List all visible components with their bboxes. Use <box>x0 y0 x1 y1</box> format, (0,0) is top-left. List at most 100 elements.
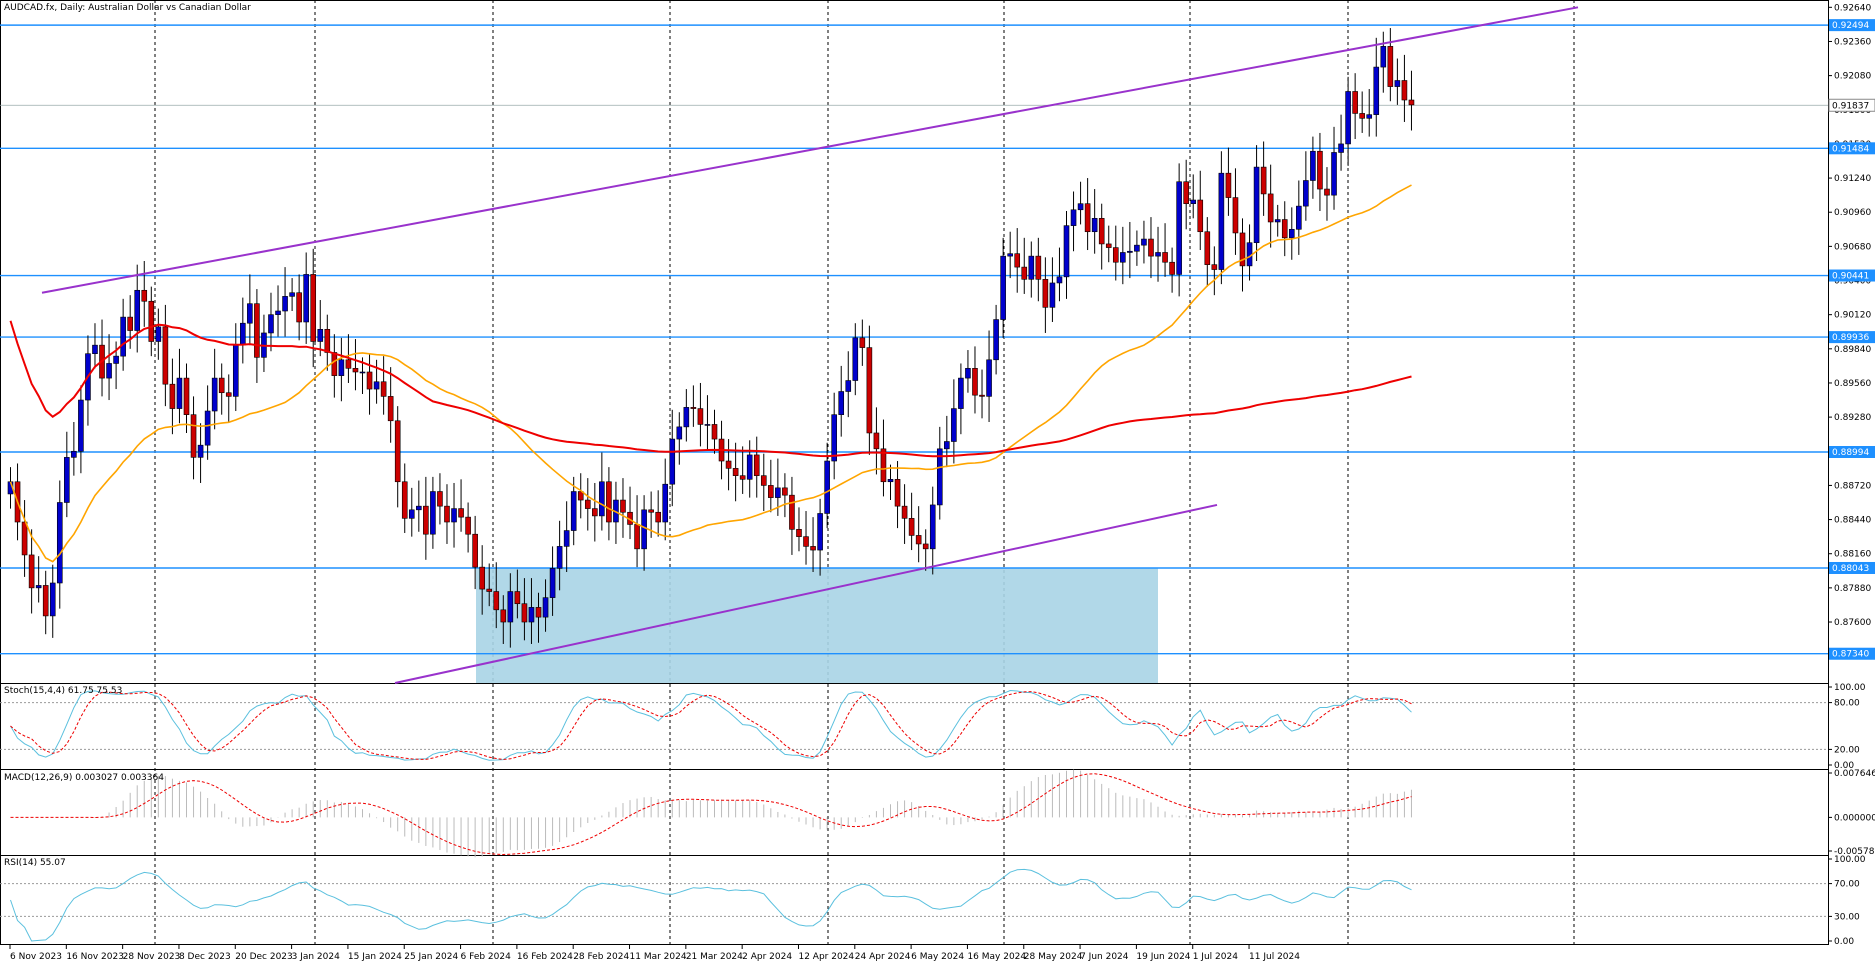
candle-body <box>528 607 535 623</box>
candle-body <box>760 475 767 486</box>
x-tick-label: 11 Jul 2024 <box>1249 952 1300 962</box>
candle-body <box>1155 252 1161 257</box>
candle-body <box>676 426 683 440</box>
candle-body <box>620 499 626 513</box>
candle-body <box>331 352 338 376</box>
candle-body <box>1408 99 1415 106</box>
candle-body <box>1359 113 1365 119</box>
macd-tick-label: 0.007646 <box>1834 769 1875 779</box>
candle-body <box>296 292 302 323</box>
candle-body <box>493 591 500 611</box>
candle-body <box>1105 243 1112 248</box>
candle-body <box>275 310 281 315</box>
price-tick-label: 0.88440 <box>1834 516 1871 526</box>
x-tick-label: 3 Jan 2024 <box>292 952 340 962</box>
level-price-tag <box>1829 269 1875 282</box>
candle-body <box>338 359 345 376</box>
macd-tick-label: 0.000000 <box>1834 813 1875 823</box>
candle-body <box>1162 252 1168 263</box>
candle-body <box>1091 218 1098 233</box>
candle-body <box>352 368 359 373</box>
candle-body <box>430 491 436 535</box>
ma-fast-line <box>9 184 1412 563</box>
candle-body <box>641 509 647 550</box>
candle-body <box>451 508 457 523</box>
candle-body <box>162 326 169 385</box>
candle-body <box>1345 91 1351 145</box>
level-price-tag <box>1829 561 1875 574</box>
chart-title: AUDCAD.fx, Daily: Australian Dollar vs C… <box>4 3 251 13</box>
candle-body <box>310 274 317 342</box>
candle-body <box>359 371 366 374</box>
candle-body <box>169 383 176 409</box>
x-tick-label: 6 Nov 2023 <box>10 952 62 962</box>
candle-body <box>437 491 443 507</box>
candle-body <box>127 316 133 331</box>
macd-label: MACD(12,26,9) 0.003027 0.003364 <box>4 773 164 783</box>
candle-body <box>458 508 464 518</box>
candle-body <box>690 407 697 409</box>
price-tick-label: 0.89840 <box>1834 345 1871 355</box>
x-tick-label: 2 Apr 2024 <box>742 952 792 962</box>
x-tick-label: 15 Jan 2024 <box>348 952 402 962</box>
support-zone <box>476 568 1158 683</box>
stoch-d-line <box>10 691 1412 761</box>
x-tick-label: 25 Jan 2024 <box>404 952 458 962</box>
candle-body <box>1028 255 1035 280</box>
stoch-label: Stoch(15,4,4) 61.75 75.53 <box>4 686 123 696</box>
candle-body <box>1190 199 1197 204</box>
candle-body <box>1148 238 1154 257</box>
candle-body <box>190 414 197 458</box>
candle-body <box>71 450 77 458</box>
rsi-label: RSI(14) 55.07 <box>4 858 66 868</box>
candle-body <box>535 607 542 618</box>
candle-body <box>746 454 753 480</box>
candle-body <box>183 377 190 415</box>
candle-body <box>859 337 866 348</box>
candle-body <box>416 505 422 511</box>
candle-body <box>1253 166 1260 244</box>
candle-body <box>1218 172 1225 270</box>
candle-body <box>1084 203 1091 233</box>
price-tick-label: 0.87880 <box>1834 584 1871 594</box>
x-tick-label: 28 Feb 2024 <box>573 952 629 962</box>
candle-body <box>303 274 309 323</box>
candle-body <box>225 392 232 397</box>
candle-body <box>218 377 225 394</box>
candle-body <box>35 585 42 589</box>
price-tick-label: 0.88720 <box>1834 481 1871 491</box>
level-price-tag <box>1829 331 1875 344</box>
channel-lower-line <box>394 503 1218 684</box>
x-tick-label: 28 Nov 2023 <box>123 952 181 962</box>
candle-body <box>521 603 528 623</box>
candle-body <box>1169 261 1175 275</box>
candle-body <box>697 408 704 425</box>
candle-body <box>21 521 28 556</box>
candle-body <box>1281 219 1288 239</box>
candle-body <box>197 444 204 458</box>
candle-body <box>141 289 148 302</box>
candle-body <box>817 513 823 551</box>
stoch-tick-label: 100.00 <box>1834 683 1866 693</box>
level-price-tag <box>1829 445 1875 458</box>
stoch-k-line <box>10 689 1412 761</box>
current-price-label: 0.91837 <box>1832 101 1869 111</box>
candle-body <box>936 448 943 506</box>
candle-body <box>852 337 859 381</box>
candle-body <box>1035 255 1042 280</box>
candle-body <box>1042 278 1049 308</box>
price-tick-label: 0.92080 <box>1834 72 1871 82</box>
candle-body <box>1331 152 1337 196</box>
plot-frame <box>0 0 1829 945</box>
candle-body <box>662 483 669 523</box>
candle-body <box>380 381 387 397</box>
price-tick-label: 0.90400 <box>1834 277 1871 287</box>
candle-body <box>1288 228 1295 239</box>
candle-body <box>366 371 373 390</box>
candle-body <box>345 359 352 369</box>
candle-body <box>732 468 739 476</box>
candle-body <box>465 516 471 535</box>
candle-body <box>958 377 964 409</box>
